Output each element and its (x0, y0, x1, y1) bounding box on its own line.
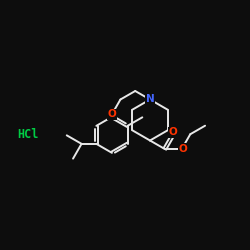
Text: N: N (146, 94, 154, 104)
Text: O: O (169, 127, 178, 137)
Text: HCl: HCl (18, 128, 39, 141)
Text: O: O (108, 109, 116, 119)
Text: O: O (179, 144, 188, 154)
